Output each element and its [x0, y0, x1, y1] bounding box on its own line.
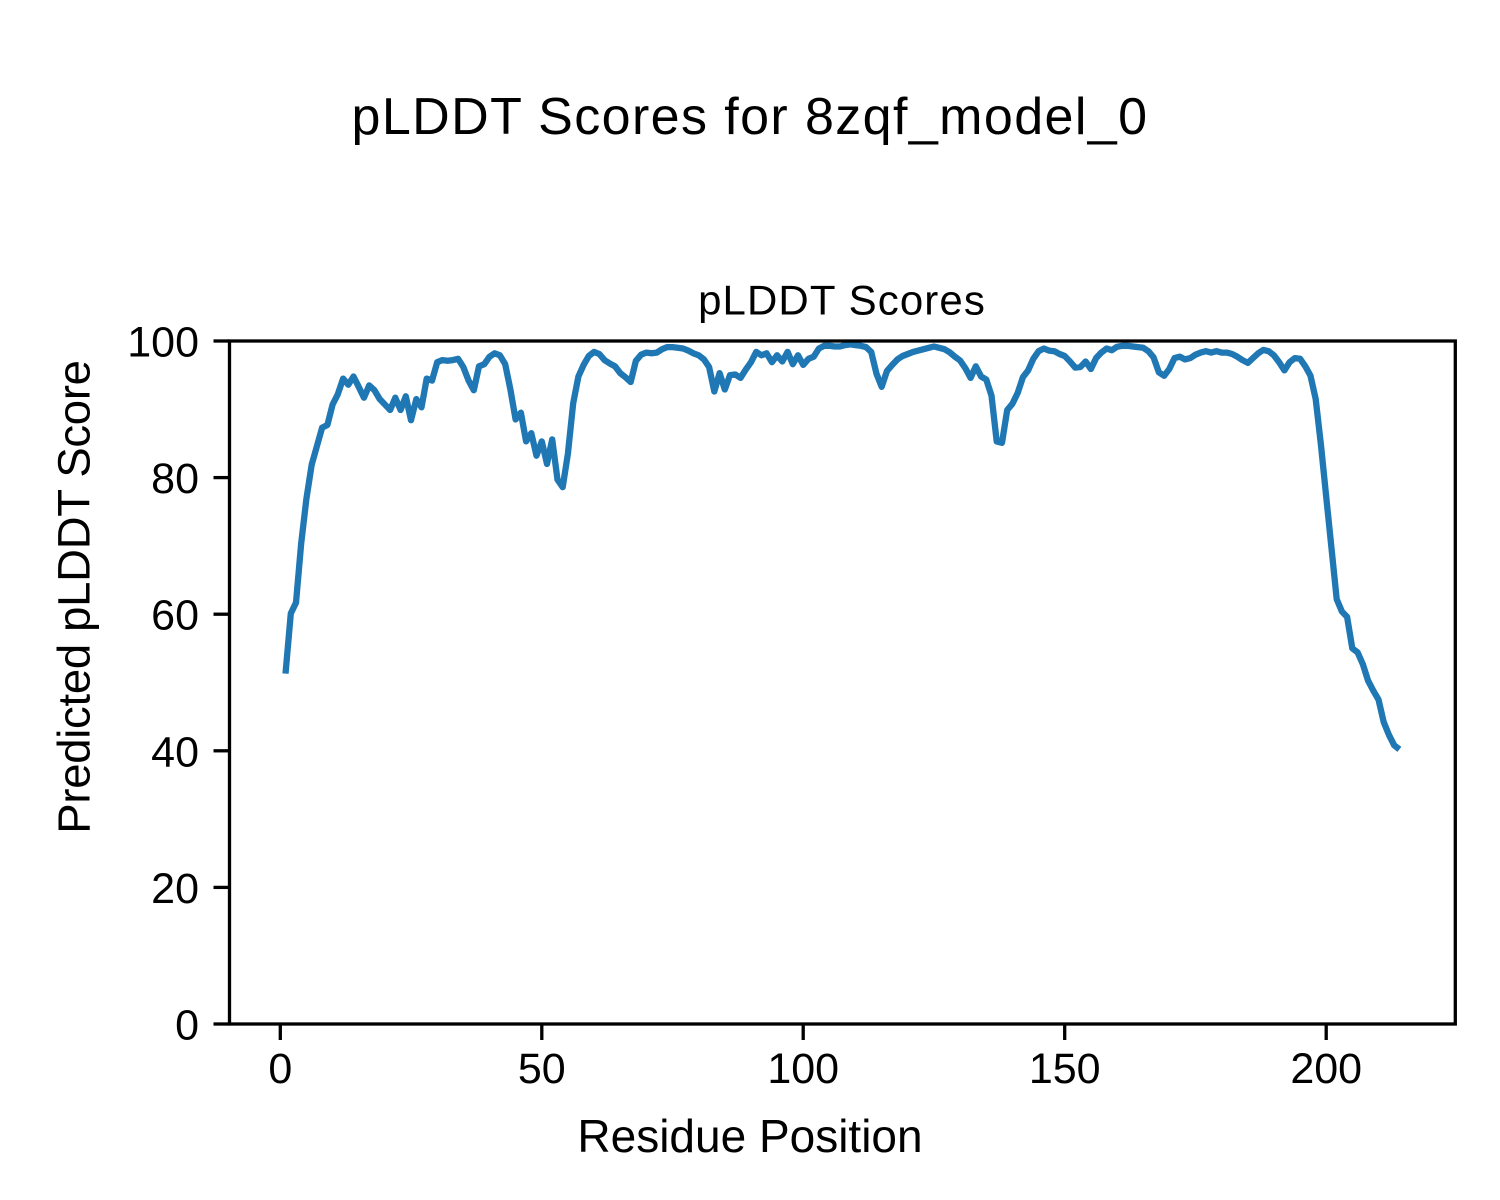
svg-text:20: 20: [151, 865, 199, 913]
svg-text:Predicted pLDDT Score: Predicted pLDDT Score: [49, 360, 100, 833]
svg-text:200: 200: [1290, 1045, 1362, 1093]
svg-text:150: 150: [1029, 1045, 1101, 1093]
svg-text:50: 50: [518, 1045, 566, 1093]
svg-text:pLDDT Scores: pLDDT Scores: [698, 277, 986, 324]
svg-text:100: 100: [127, 319, 199, 367]
svg-text:0: 0: [175, 1002, 199, 1050]
svg-text:40: 40: [151, 728, 199, 776]
svg-text:60: 60: [151, 592, 199, 640]
svg-text:0: 0: [268, 1045, 292, 1093]
svg-text:80: 80: [151, 455, 199, 503]
svg-text:Residue Position: Residue Position: [577, 1110, 922, 1162]
svg-text:pLDDT Scores for 8zqf_model_0: pLDDT Scores for 8zqf_model_0: [352, 88, 1149, 146]
svg-text:100: 100: [767, 1045, 839, 1093]
